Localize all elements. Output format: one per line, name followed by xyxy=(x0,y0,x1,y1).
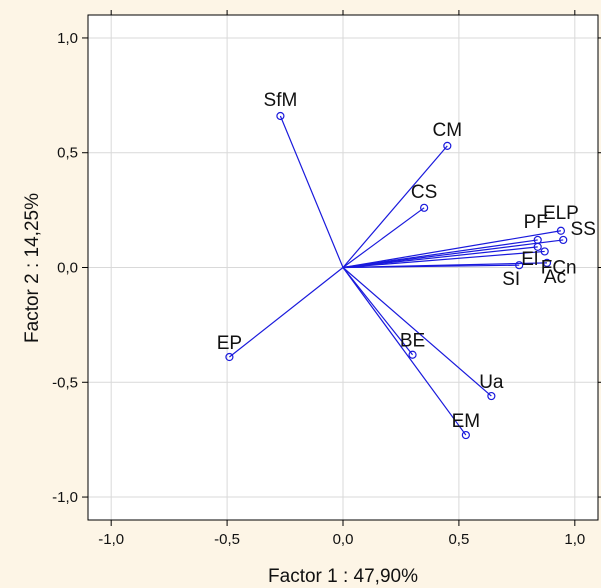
vector-elp xyxy=(342,230,562,269)
x-axis-title: Factor 1 : 47,90% xyxy=(268,566,418,587)
point-cs xyxy=(420,203,429,212)
vector-cm xyxy=(342,145,448,268)
axis-ticks: -1,0 -0,5 0,0 0,5 1,0 1,0 0,5 0,0 -0,5 -1,0 xyxy=(52,10,601,548)
label-el: El xyxy=(521,249,538,270)
point-fcn xyxy=(540,247,549,256)
point-ua xyxy=(487,391,496,401)
point-em xyxy=(461,430,470,440)
label-be: BE xyxy=(400,331,425,352)
vector-sfm xyxy=(279,115,344,268)
vector-ua xyxy=(342,267,492,397)
y-tick-label: 0,0 xyxy=(57,260,78,277)
vector-em xyxy=(342,267,467,436)
x-tick-label: -0,5 xyxy=(214,531,240,548)
point-el xyxy=(533,242,542,251)
point-ss xyxy=(559,235,568,245)
x-tick-label: 1,0 xyxy=(564,531,585,548)
x-tick-label: -1,0 xyxy=(98,531,124,548)
label-elp: ELP xyxy=(543,203,579,224)
point-ac xyxy=(542,258,552,268)
vector-cs xyxy=(342,207,425,268)
point-si xyxy=(515,261,524,270)
vector-pf xyxy=(342,239,538,269)
label-ua: Ua xyxy=(479,372,504,393)
vector-be xyxy=(342,267,414,356)
label-em: EM xyxy=(452,411,481,432)
vector-el xyxy=(342,246,538,269)
point-elp xyxy=(556,226,566,235)
point-ep xyxy=(225,352,234,362)
point-cm xyxy=(443,141,452,150)
y-tick-label: 0,5 xyxy=(57,145,78,162)
point-be xyxy=(408,350,417,359)
label-cm: CM xyxy=(433,120,463,141)
x-tick-label: 0,0 xyxy=(333,531,354,548)
point-sfm xyxy=(276,111,285,121)
plot-frame xyxy=(87,14,599,521)
y-tick-label: -0,5 xyxy=(52,374,78,391)
y-tick-label: -1,0 xyxy=(52,489,78,506)
vector-ac xyxy=(342,262,548,269)
label-pf: PF xyxy=(524,212,548,233)
label-si: SI xyxy=(502,269,520,290)
label-ac: Ac xyxy=(544,267,566,288)
y-axis-title: Factor 2 : 14,25% xyxy=(22,193,43,343)
label-sfm: SfM xyxy=(264,90,298,111)
label-fcn: FCn xyxy=(541,257,577,278)
label-ep: EP xyxy=(217,333,242,354)
label-ss: SS xyxy=(571,219,596,240)
vector-ep xyxy=(229,267,344,358)
loading-vectors xyxy=(225,111,568,440)
x-tick-label: 0,5 xyxy=(448,531,469,548)
vector-fcn xyxy=(342,250,545,269)
y-tick-label: 1,0 xyxy=(57,30,78,47)
label-cs: CS xyxy=(411,182,437,203)
